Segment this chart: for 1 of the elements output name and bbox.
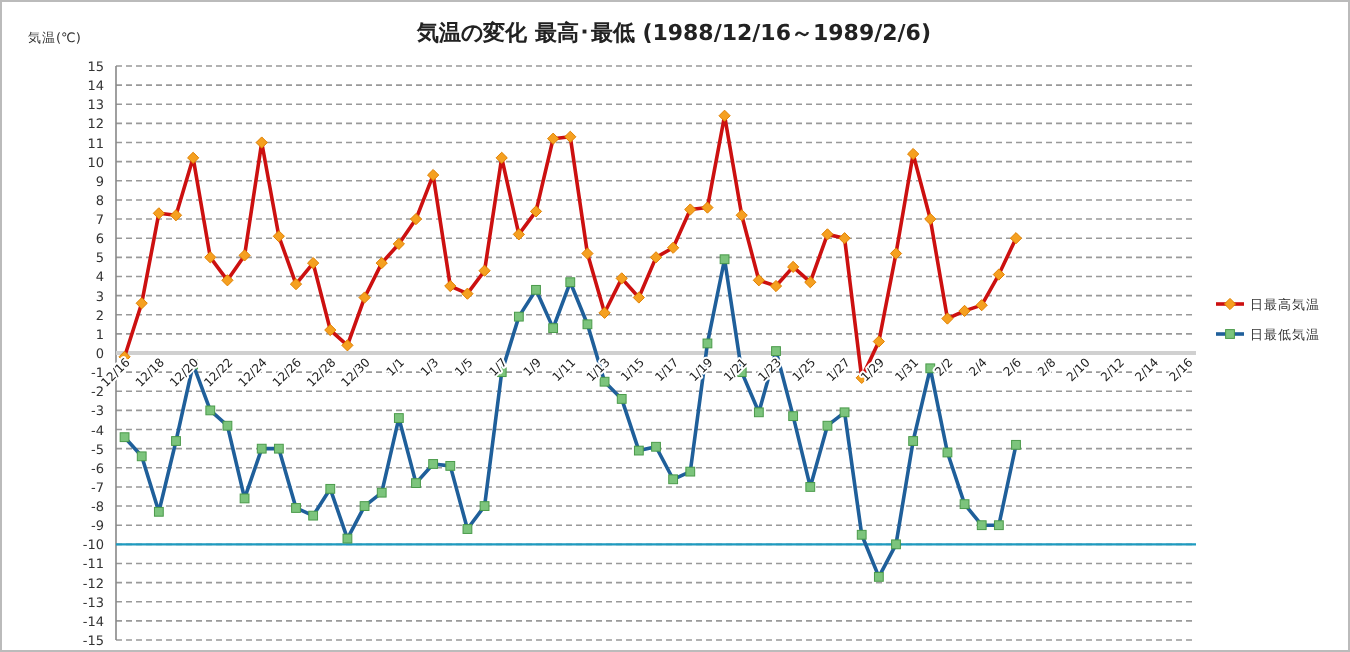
chart-title: 気温の変化 最高･最低 (1988/12/16～1989/2/6) <box>415 20 931 46</box>
